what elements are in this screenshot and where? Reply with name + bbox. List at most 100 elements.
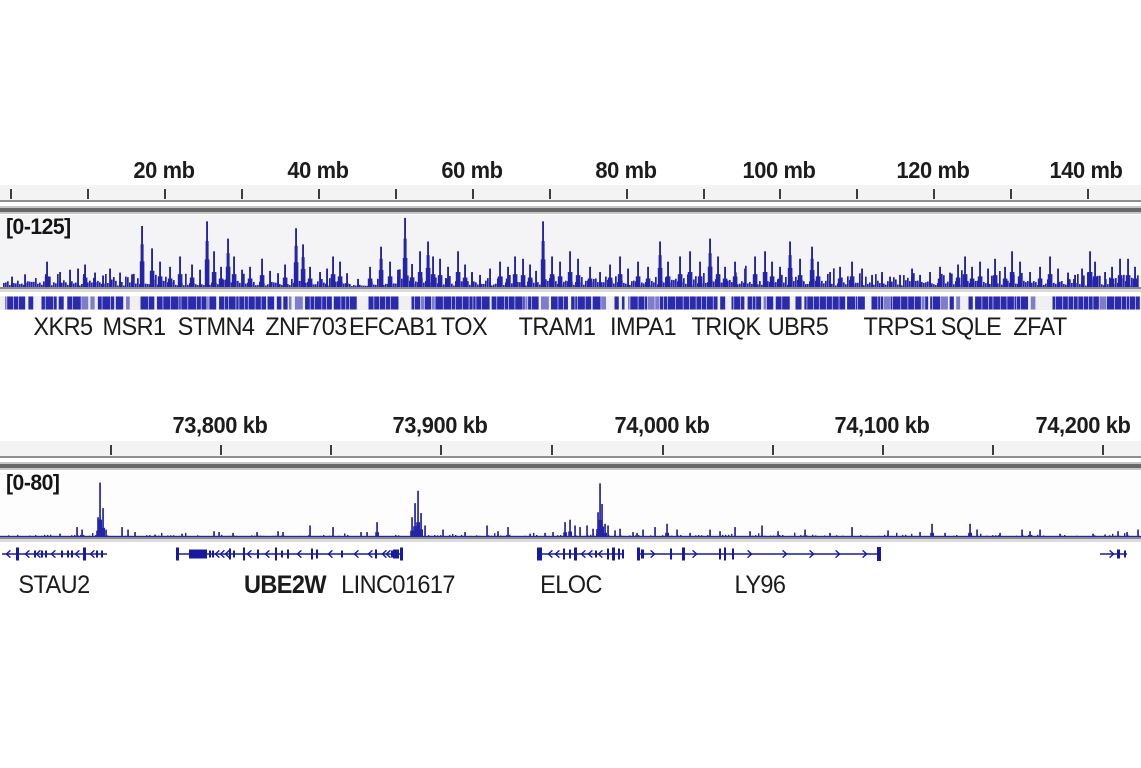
gene-label: IMPA1 — [610, 313, 677, 341]
locus-zoom-panel: 73,800 kb 73,900 kb 74,000 kb 74,100 kb 74,2… — [0, 408, 1141, 613]
ruler-tick — [440, 445, 442, 455]
signal-peak — [1067, 272, 1069, 287]
gene-label: SQLE — [940, 313, 1002, 341]
ruler-tick — [992, 445, 994, 455]
signal-peak — [761, 525, 763, 537]
signal-peak — [599, 483, 601, 537]
gene-intron-line — [322, 553, 403, 555]
gene-exon — [595, 550, 597, 558]
signal-peak — [97, 517, 99, 537]
signal-peak — [544, 532, 546, 537]
signal-peak — [851, 261, 853, 287]
signal-peak — [105, 529, 107, 537]
strand-arrow — [296, 549, 302, 559]
gene-exon — [257, 549, 259, 559]
gene-label: UBR5 — [767, 313, 829, 341]
signal-peak — [411, 263, 413, 287]
signal-peak — [754, 256, 756, 287]
ruler-tick — [551, 445, 553, 455]
strand-arrow — [327, 549, 333, 559]
signal-peak — [233, 256, 235, 287]
gene-label: STMN4 — [177, 313, 255, 341]
gene-exon — [574, 547, 577, 561]
signal-peak — [1074, 274, 1076, 287]
signal-peak — [309, 525, 311, 537]
signal-peak — [206, 221, 208, 287]
signal-bars-svg — [0, 482, 1141, 537]
gene-exon — [275, 547, 277, 561]
signal-peak — [627, 268, 629, 287]
gene-exon — [877, 547, 881, 561]
signal-peak — [102, 508, 104, 537]
signal-peak — [969, 523, 971, 537]
signal-peak — [199, 269, 201, 287]
gene-exon — [719, 548, 721, 560]
signal-peak — [1134, 266, 1136, 287]
strand-arrow — [214, 549, 220, 559]
strand-arrow — [385, 549, 391, 559]
signal-peak — [1011, 251, 1013, 287]
signal-peak — [1126, 532, 1128, 537]
gene-exon — [311, 548, 313, 560]
signal-peak — [642, 529, 644, 537]
signal-peak — [529, 264, 531, 287]
signal-peak — [887, 530, 889, 537]
signal-peak — [589, 266, 591, 287]
gene-exon — [189, 549, 207, 559]
signal-peak — [599, 272, 601, 287]
gene-intron-line — [637, 553, 881, 555]
signal-peak — [414, 503, 416, 537]
signal-peak — [277, 531, 279, 537]
track-separator — [0, 537, 1141, 542]
signal-peak — [1049, 256, 1051, 287]
gene-exon — [537, 547, 542, 561]
signal-peak — [889, 276, 891, 287]
signal-peak — [411, 517, 413, 537]
signal-peak — [911, 268, 913, 287]
gene-intron-line — [2, 553, 107, 555]
strand-arrow — [381, 549, 387, 559]
gene-exon — [375, 549, 377, 559]
signal-peak — [256, 532, 258, 537]
ruler-label: 74,200 kb — [1035, 412, 1131, 438]
gene-exon — [682, 547, 685, 561]
ruler-label: 140 mb — [1049, 157, 1123, 183]
signal-peak — [861, 268, 863, 287]
ruler-tick — [662, 445, 664, 455]
signal-peak — [447, 266, 449, 287]
strand-arrow — [5, 549, 11, 559]
signal-peak — [994, 258, 996, 287]
signal-peak — [442, 529, 444, 537]
gene-exon — [212, 550, 214, 558]
signal-peak — [999, 532, 1001, 537]
signal-peak — [232, 532, 234, 537]
signal-peak — [949, 272, 951, 287]
strand-arrow — [597, 549, 603, 559]
gene-exon — [287, 549, 289, 559]
signal-peak — [77, 268, 79, 287]
ruler-label: 73,900 kb — [392, 412, 488, 438]
strand-arrow — [587, 549, 593, 559]
signal-peak — [666, 523, 668, 537]
signal-peak — [1019, 261, 1021, 287]
ruler-tick — [549, 189, 551, 199]
signal-peak — [804, 529, 806, 537]
signal-peak — [389, 261, 391, 287]
signal-peak — [619, 256, 621, 287]
signal-peak — [154, 534, 156, 537]
data-range-label: [0-125] — [6, 214, 71, 239]
signal-peak — [339, 261, 341, 287]
gene-label: XKR5 — [33, 313, 93, 341]
gene-labels-row: STAU2 UBE2W LINC01617 ELOC LY96 — [0, 571, 1141, 605]
ruler-tick — [87, 189, 89, 199]
chip-seq-signal-track: [0-125] — [0, 214, 1141, 287]
signal-peak — [489, 268, 491, 287]
signal-peak — [127, 529, 129, 537]
signal-peak — [380, 246, 382, 287]
strand-arrow — [50, 549, 56, 559]
gene-exon — [732, 548, 734, 560]
gene-exon — [41, 550, 43, 558]
signal-peak — [944, 532, 946, 537]
signal-peak — [709, 529, 711, 537]
strand-arrow — [1109, 549, 1115, 559]
